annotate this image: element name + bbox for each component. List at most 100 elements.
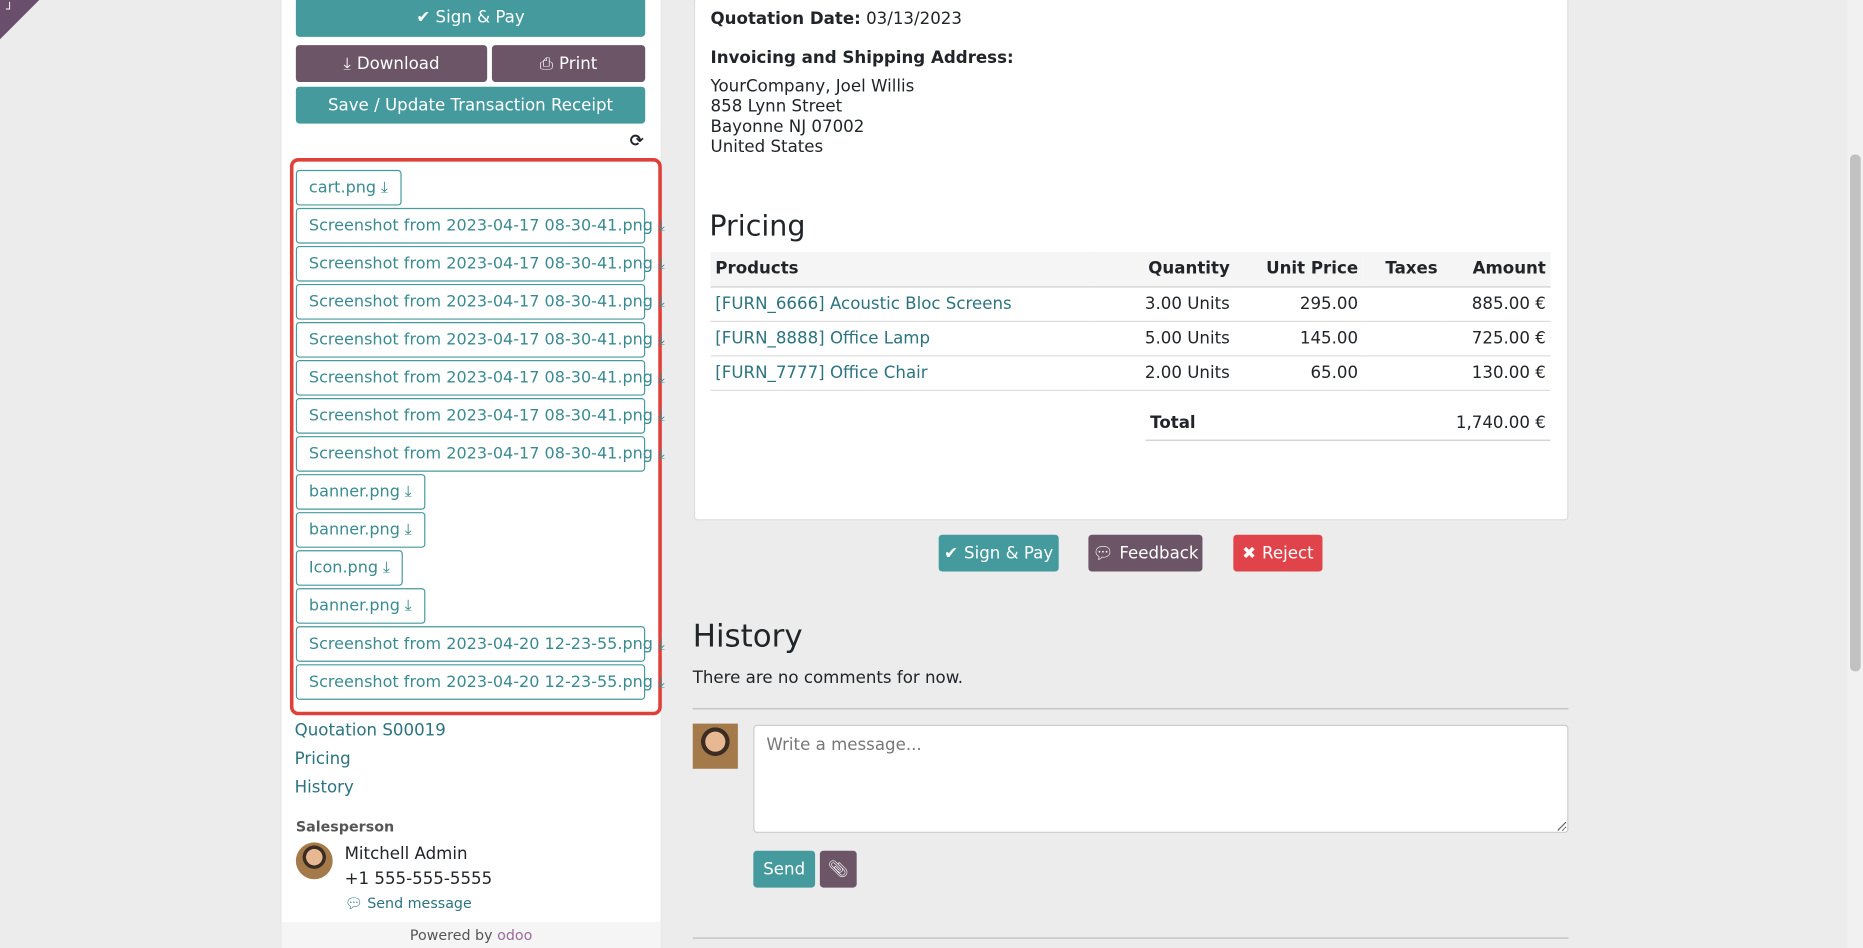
save-receipt-button[interactable]: Save / Update Transaction Receipt bbox=[295, 86, 646, 124]
feedback-button[interactable]: 💬︎ Feedback bbox=[1088, 534, 1203, 572]
total-value: 1,740.00 € bbox=[1455, 413, 1546, 433]
unit-price-cell: 295.00 bbox=[1234, 286, 1363, 322]
attachment-item[interactable]: banner.png ⤓ bbox=[295, 474, 425, 510]
address-line: Bayonne NJ 07002 bbox=[710, 117, 865, 137]
unit-price-cell: 65.00 bbox=[1234, 355, 1363, 391]
col-amount: Amount bbox=[1442, 251, 1551, 287]
download-icon: ⤓ bbox=[404, 520, 412, 540]
pricing-table: Products Quantity Unit Price Taxes Amoun… bbox=[710, 251, 1551, 391]
attachment-item[interactable]: Screenshot from 2023-04-17 08-30-41.png ⤓ bbox=[295, 360, 665, 396]
attachment-item[interactable]: Screenshot from 2023-04-20 12-23-55.png ⤓ bbox=[295, 626, 665, 662]
debug-corner[interactable] bbox=[0, 0, 40, 40]
divider bbox=[692, 708, 1569, 710]
taxes-cell bbox=[1362, 355, 1443, 391]
quantity-cell: 5.00 Units bbox=[1091, 320, 1235, 356]
attachment-item[interactable]: banner.png ⤓ bbox=[295, 588, 425, 624]
user-avatar bbox=[692, 723, 738, 769]
attachment-name: Icon.png bbox=[308, 558, 379, 578]
sign-pay-bottom-button[interactable]: ✔ Sign & Pay bbox=[938, 534, 1059, 572]
table-row: [FURN_7777] Office Chair 2.00 Units 65.00 1… bbox=[710, 355, 1551, 391]
attachment-item[interactable]: Screenshot from 2023-04-17 08-30-41.png ⤓ bbox=[295, 283, 665, 320]
salesperson-avatar bbox=[295, 842, 333, 880]
salesperson-name: Mitchell Admin bbox=[344, 844, 468, 864]
address-label: Invoicing and Shipping Address: bbox=[710, 48, 1014, 68]
attachment-item[interactable]: Screenshot from 2023-04-17 08-30-41.png ⤓ bbox=[295, 436, 665, 472]
sidebar bbox=[280, 0, 662, 948]
odoo-logo[interactable]: odoo bbox=[497, 926, 533, 944]
attachment-name: Screenshot from 2023-04-17 08-30-41.png bbox=[308, 330, 654, 350]
unit-price-cell: 145.00 bbox=[1234, 320, 1363, 356]
print-label: Print bbox=[559, 54, 598, 74]
download-icon: ⤓ bbox=[382, 558, 390, 578]
attachment-name: Screenshot from 2023-04-17 08-30-41.png bbox=[308, 292, 654, 312]
attachment-name: Screenshot from 2023-04-17 08-30-41.png bbox=[308, 444, 654, 464]
reject-label: Reject bbox=[1262, 543, 1314, 563]
salesperson-label: Salesperson bbox=[295, 818, 395, 836]
attachment-name: banner.png bbox=[308, 596, 400, 616]
paperclip-icon: 📎︎ bbox=[827, 859, 849, 879]
col-taxes: Taxes bbox=[1362, 251, 1443, 287]
feedback-label: Feedback bbox=[1119, 543, 1199, 563]
quotation-date-label: Quotation Date: bbox=[710, 9, 861, 29]
col-quantity: Quantity bbox=[1091, 251, 1235, 287]
address-block: YourCompany, Joel Willis 858 Lynn Street… bbox=[711, 77, 915, 158]
table-row: [FURN_6666] Acoustic Bloc Screens 3.00 Un… bbox=[710, 286, 1551, 322]
comment-icon: 💬︎ bbox=[1092, 543, 1114, 563]
nav-quotation[interactable]: Quotation S00019 bbox=[294, 721, 446, 741]
attachment-name: Screenshot from 2023-04-20 12-23-55.png bbox=[308, 672, 654, 692]
salesperson-phone: +1 555-555-5555 bbox=[344, 869, 493, 889]
message-input[interactable] bbox=[753, 724, 1569, 833]
address-line: United States bbox=[710, 137, 824, 157]
no-comments-text: There are no comments for now. bbox=[692, 668, 964, 688]
download-icon: ⤓ bbox=[657, 216, 665, 236]
powered-by: Powered by odoo bbox=[281, 922, 661, 948]
col-unit-price: Unit Price bbox=[1234, 251, 1363, 287]
download-icon: ⤓ bbox=[343, 54, 351, 74]
divider bbox=[692, 937, 1569, 939]
address-line: 858 Lynn Street bbox=[710, 97, 843, 117]
attachment-item[interactable]: Screenshot from 2023-04-17 08-30-41.png ⤓ bbox=[295, 207, 665, 244]
nav-history[interactable]: History bbox=[294, 778, 354, 798]
x-icon: ✖ bbox=[1242, 543, 1257, 563]
chat-icon: 💬︎ bbox=[344, 894, 363, 912]
taxes-cell bbox=[1362, 320, 1443, 356]
attachment-name: Screenshot from 2023-04-17 08-30-41.png bbox=[308, 216, 654, 236]
attachment-item[interactable]: Screenshot from 2023-04-20 12-23-55.png ⤓ bbox=[295, 664, 665, 700]
attachments-highlight bbox=[289, 158, 662, 716]
taxes-cell bbox=[1362, 286, 1443, 322]
attachment-item[interactable]: Icon.png ⤓ bbox=[295, 550, 404, 586]
scrollbar-thumb[interactable] bbox=[1850, 154, 1861, 672]
refresh-icon[interactable]: ⟳ bbox=[629, 131, 644, 151]
attachment-item[interactable]: Screenshot from 2023-04-17 08-30-41.png ⤓ bbox=[295, 398, 665, 434]
product-cell[interactable]: [FURN_7777] Office Chair bbox=[710, 355, 1092, 391]
product-cell[interactable]: [FURN_8888] Office Lamp bbox=[710, 320, 1092, 356]
attachment-name: banner.png bbox=[308, 482, 400, 502]
attachment-name: banner.png bbox=[308, 520, 400, 540]
check-icon: ✔ bbox=[944, 543, 959, 563]
quantity-cell: 2.00 Units bbox=[1091, 355, 1235, 391]
send-button[interactable]: Send bbox=[753, 850, 816, 888]
reject-button[interactable]: ✖ Reject bbox=[1233, 534, 1323, 572]
powered-by-label: Powered by bbox=[409, 926, 493, 944]
corner-icon: ┘ bbox=[5, 3, 14, 17]
product-cell[interactable]: [FURN_6666] Acoustic Bloc Screens bbox=[710, 286, 1092, 322]
print-button[interactable]: ⎙ Print bbox=[491, 45, 646, 82]
download-button[interactable]: ⤓ Download bbox=[295, 45, 488, 82]
send-message-link[interactable]: 💬︎ Send message bbox=[345, 895, 472, 912]
attachment-item[interactable]: Screenshot from 2023-04-17 08-30-41.png ⤓ bbox=[295, 322, 665, 358]
attach-button[interactable]: 📎︎ bbox=[819, 850, 857, 888]
pricing-title: Pricing bbox=[709, 209, 806, 243]
download-icon: ⤓ bbox=[657, 406, 665, 426]
attachment-name: Screenshot from 2023-04-20 12-23-55.png bbox=[308, 634, 654, 654]
attachment-item[interactable]: banner.png ⤓ bbox=[295, 512, 425, 548]
attachment-item[interactable]: Screenshot from 2023-04-17 08-30-41.png ⤓ bbox=[295, 245, 665, 282]
quantity-cell: 3.00 Units bbox=[1091, 286, 1235, 322]
nav-pricing[interactable]: Pricing bbox=[294, 749, 351, 769]
send-message-label: Send message bbox=[367, 894, 472, 912]
sign-pay-button[interactable]: ✔ Sign & Pay bbox=[295, 0, 646, 37]
download-icon: ⤓ bbox=[657, 254, 665, 274]
download-icon: ⤓ bbox=[657, 672, 665, 692]
attachment-item[interactable]: cart.png ⤓ bbox=[295, 169, 402, 206]
amount-cell: 130.00 € bbox=[1442, 355, 1551, 391]
download-icon: ⤓ bbox=[404, 596, 412, 616]
